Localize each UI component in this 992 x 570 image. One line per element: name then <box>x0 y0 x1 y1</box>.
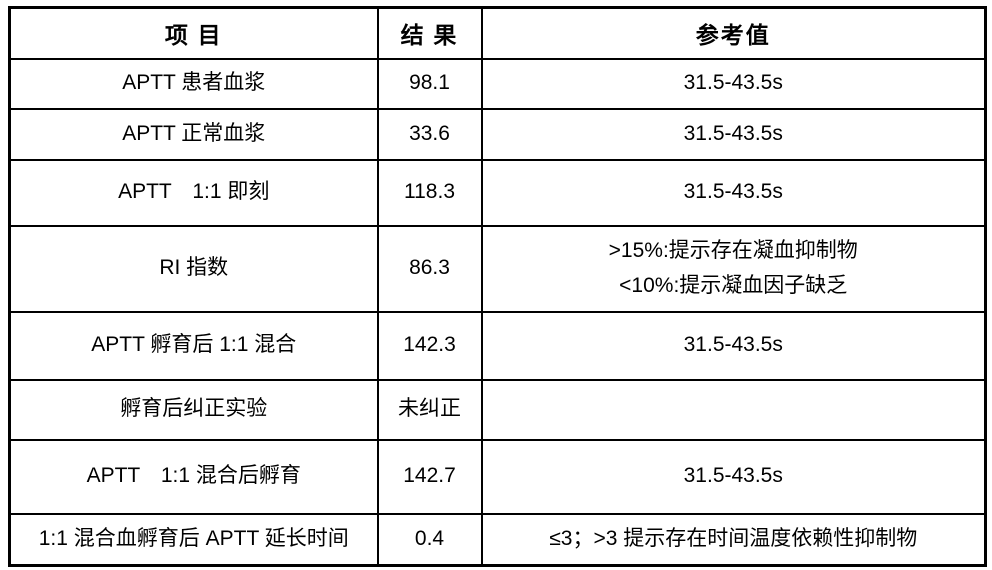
result-cell: 118.3 <box>376 158 483 227</box>
reference-cell: >15%:提示存在凝血抑制物 <10%:提示凝血因子缺乏 <box>480 224 987 313</box>
item-cell: APTT 1:1 即刻 <box>8 158 379 227</box>
reference-cell: 31.5-43.5s <box>480 57 987 110</box>
table-row: 1:1 混合血孵育后 APTT 延长时间 0.4 ≤3；>3 提示存在时间温度依… <box>8 512 987 567</box>
result-cell: 142.7 <box>376 438 483 515</box>
column-header-item: 项 目 <box>8 6 379 60</box>
item-cell: APTT 1:1 混合后孵育 <box>8 438 379 515</box>
lab-results-table: 项 目 结 果 参考值 APTT 患者血浆 98.1 31.5-43.5s AP… <box>8 6 987 567</box>
reference-line: >15%:提示存在凝血抑制物 <box>608 238 858 262</box>
table-row: 孵育后纠正实验 未纠正 <box>8 378 987 441</box>
table-body: APTT 患者血浆 98.1 31.5-43.5s APTT 正常血浆 33.6… <box>8 57 987 567</box>
result-cell: 98.1 <box>376 57 483 110</box>
reference-line: ≤3；>3 提示存在时间温度依赖性抑制物 <box>549 526 918 550</box>
reference-line: 31.5-43.5s <box>683 464 783 488</box>
result-cell: 86.3 <box>376 224 483 313</box>
column-header-result: 结 果 <box>376 6 483 60</box>
item-cell: APTT 正常血浆 <box>8 107 379 161</box>
result-cell: 0.4 <box>376 512 483 567</box>
reference-cell: 31.5-43.5s <box>480 310 987 381</box>
table-row: APTT 1:1 即刻 118.3 31.5-43.5s <box>8 158 987 227</box>
result-cell: 33.6 <box>376 107 483 161</box>
table-row: APTT 孵育后 1:1 混合 142.3 31.5-43.5s <box>8 310 987 381</box>
reference-cell <box>480 378 987 441</box>
reference-line: <10%:提示凝血因子缺乏 <box>619 273 848 297</box>
reference-line: 31.5-43.5s <box>683 71 783 95</box>
item-cell: APTT 孵育后 1:1 混合 <box>8 310 379 381</box>
table-row: RI 指数 86.3 >15%:提示存在凝血抑制物 <10%:提示凝血因子缺乏 <box>8 224 987 313</box>
table-row: APTT 患者血浆 98.1 31.5-43.5s <box>8 57 987 110</box>
item-cell: RI 指数 <box>8 224 379 313</box>
reference-line: 31.5-43.5s <box>683 333 783 357</box>
item-cell: 1:1 混合血孵育后 APTT 延长时间 <box>8 512 379 567</box>
column-header-reference: 参考值 <box>480 6 987 60</box>
reference-cell: 31.5-43.5s <box>480 107 987 161</box>
item-cell: 孵育后纠正实验 <box>8 378 379 441</box>
table-row: APTT 1:1 混合后孵育 142.7 31.5-43.5s <box>8 438 987 515</box>
reference-cell: 31.5-43.5s <box>480 158 987 227</box>
table-header: 项 目 结 果 参考值 <box>8 6 987 60</box>
table-row: APTT 正常血浆 33.6 31.5-43.5s <box>8 107 987 161</box>
header-row: 项 目 结 果 参考值 <box>8 6 987 60</box>
reference-cell: ≤3；>3 提示存在时间温度依赖性抑制物 <box>480 512 987 567</box>
result-cell: 142.3 <box>376 310 483 381</box>
reference-line: 31.5-43.5s <box>683 121 783 145</box>
reference-cell: 31.5-43.5s <box>480 438 987 515</box>
result-cell: 未纠正 <box>376 378 483 441</box>
item-cell: APTT 患者血浆 <box>8 57 379 110</box>
reference-line: 31.5-43.5s <box>683 180 783 204</box>
